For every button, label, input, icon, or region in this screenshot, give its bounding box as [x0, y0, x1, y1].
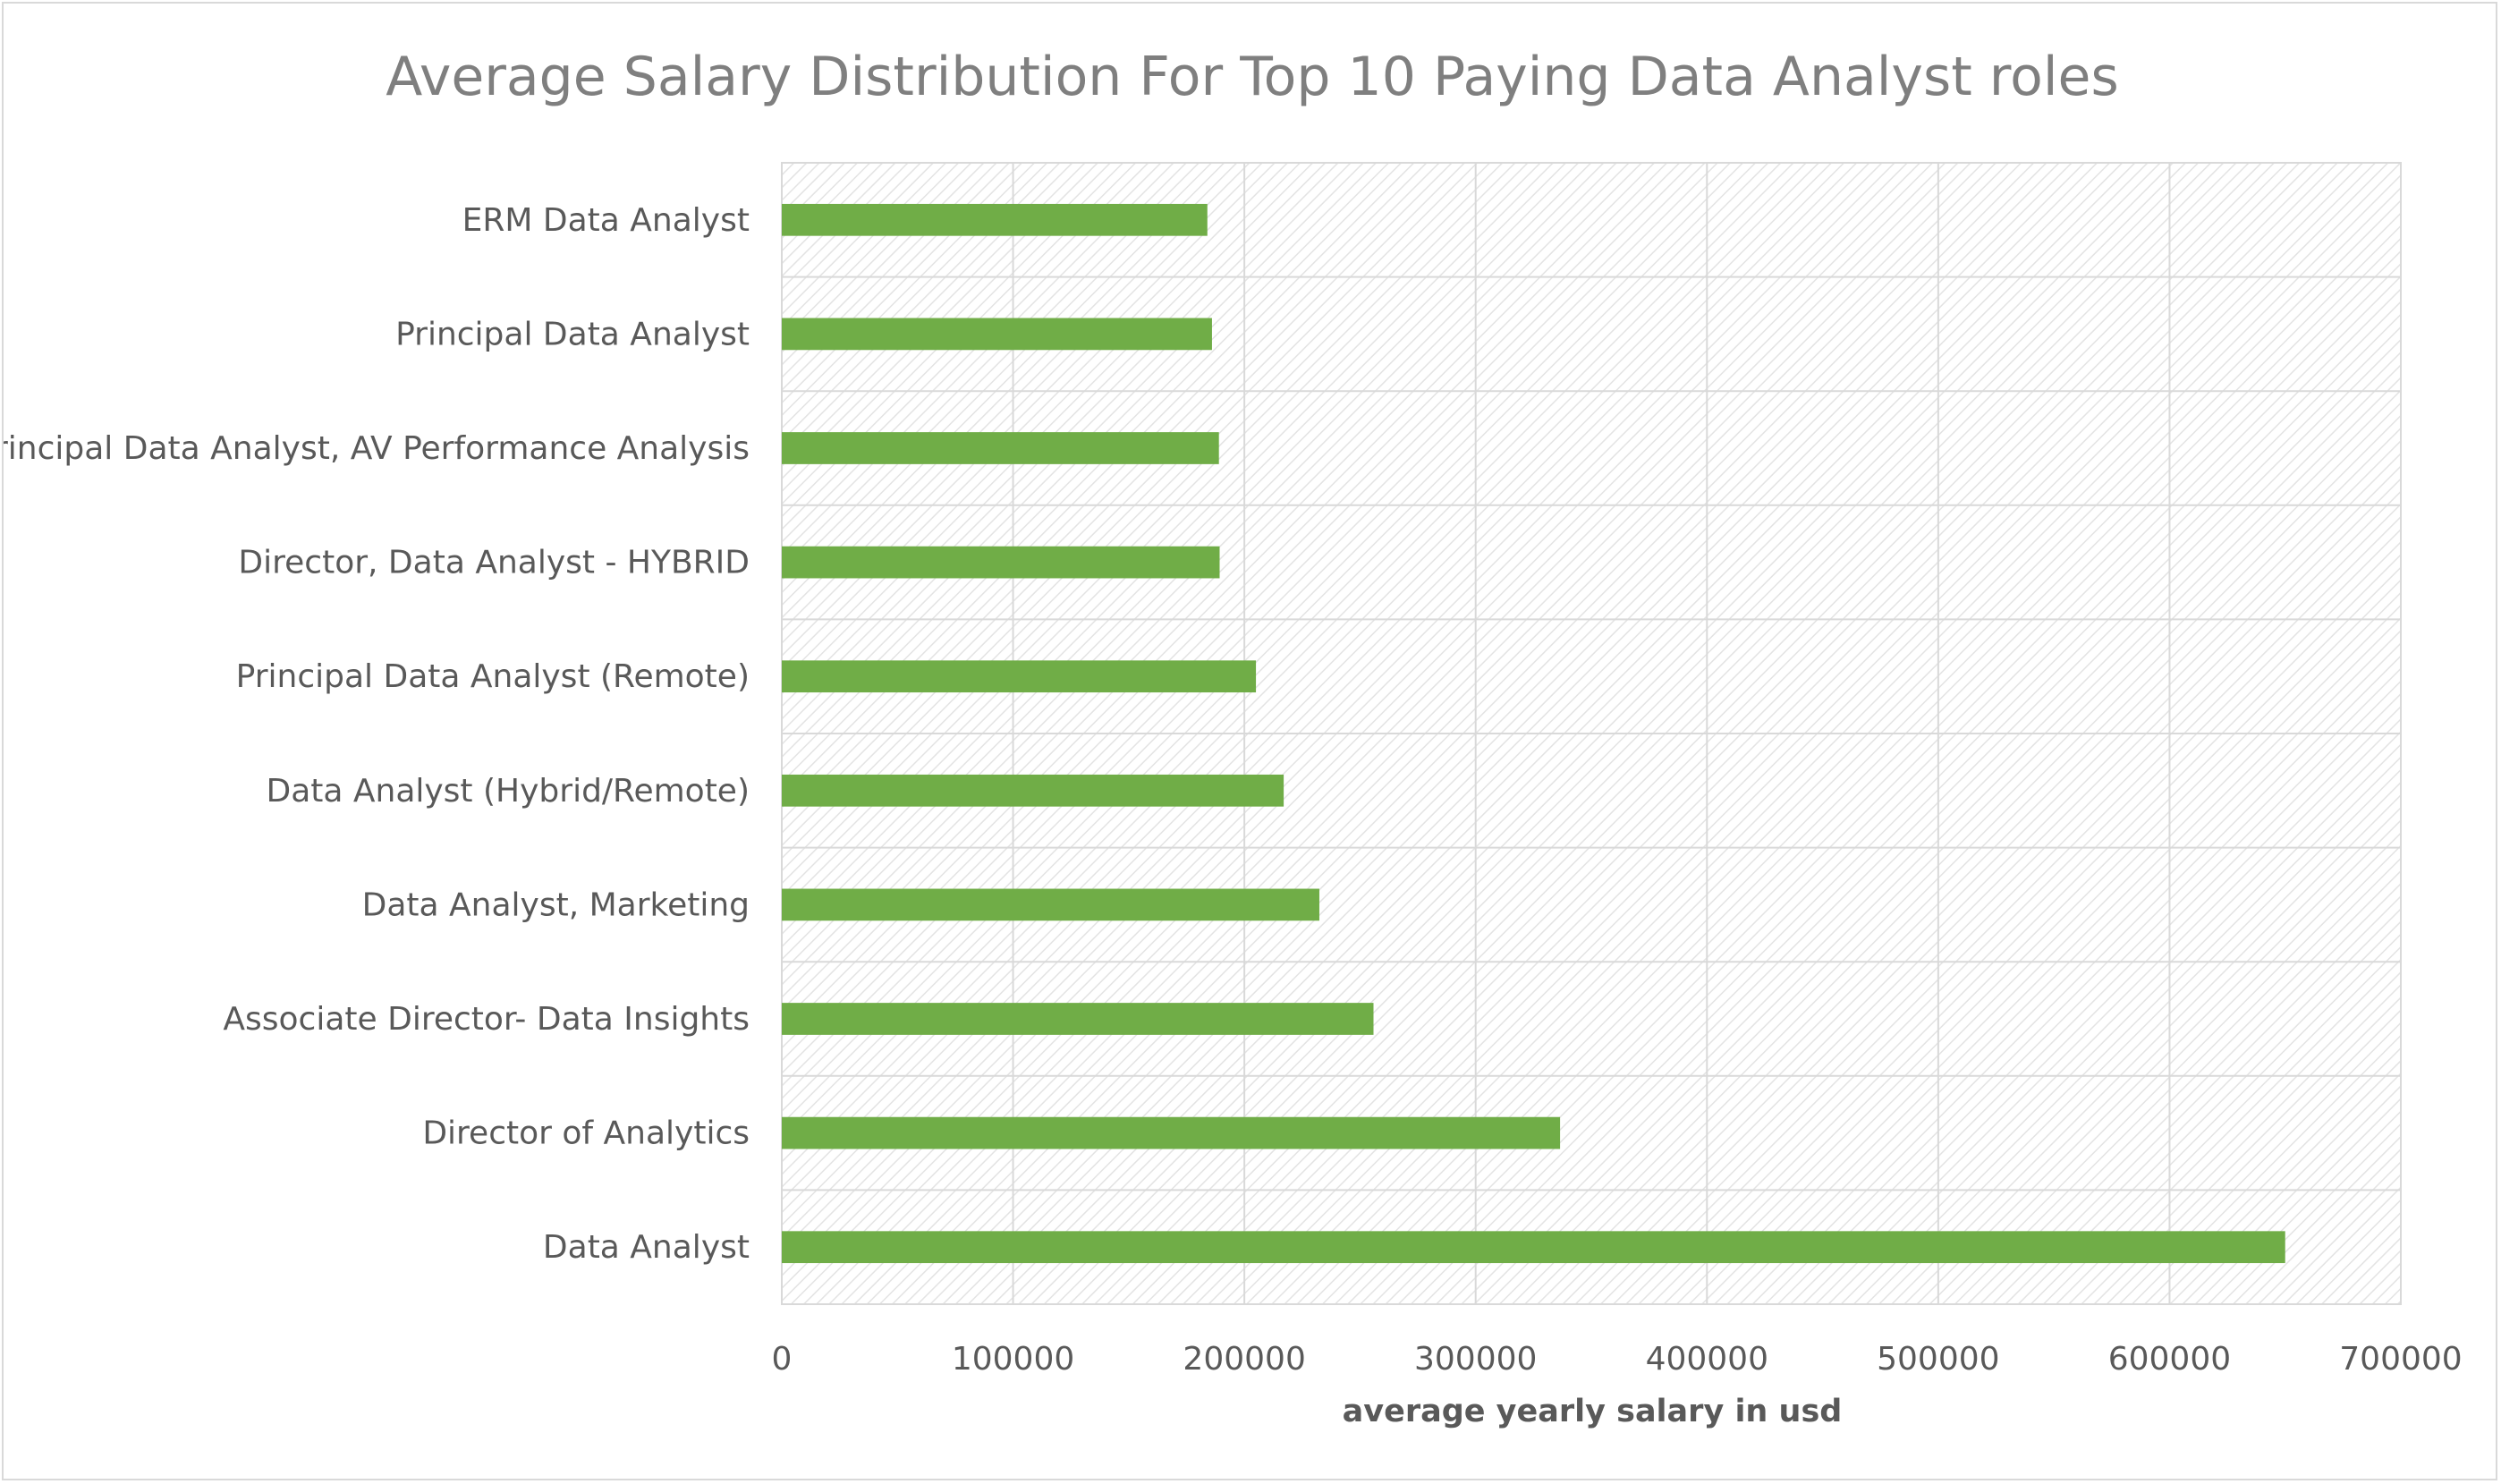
x-tick-label-4: 400000	[1646, 1341, 1768, 1378]
bar-7	[782, 888, 1319, 921]
category-label-4: Director, Data Analyst - HYBRID	[238, 545, 750, 581]
bar-chart: Average Salary Distribution For Top 10 P…	[4, 46, 2463, 1429]
x-axis-tick-labels: 0 100000 200000 300000 400000 500000 600000 700…	[772, 1341, 2463, 1378]
bar-2	[782, 318, 1212, 351]
x-tick-label-5: 500000	[1877, 1341, 1999, 1378]
bar-6	[782, 774, 1284, 807]
category-label-3: Principal Data Analyst, AV Performance A…	[4, 430, 750, 467]
category-label-5: Principal Data Analyst (Remote)	[236, 658, 750, 695]
category-label-7: Data Analyst, Marketing	[362, 886, 750, 923]
bars	[782, 203, 2285, 1264]
bar-10	[782, 1231, 2285, 1264]
category-label-2: Principal Data Analyst	[395, 316, 750, 352]
x-tick-label-6: 600000	[2108, 1341, 2231, 1378]
category-label-9: Director of Analytics	[422, 1115, 750, 1152]
category-label-8: Associate Director- Data Insights	[223, 1001, 750, 1038]
x-axis-title: average yearly salary in usd	[1343, 1394, 1843, 1429]
x-tick-label-7: 700000	[2339, 1341, 2462, 1378]
category-label-6: Data Analyst (Hybrid/Remote)	[266, 773, 750, 810]
category-labels: ERM Data Analyst Principal Data Analyst Pr…	[4, 202, 750, 1266]
x-tick-label-3: 300000	[1414, 1341, 1537, 1378]
bar-4	[782, 546, 1220, 579]
bar-9	[782, 1116, 1561, 1149]
category-label-1: ERM Data Analyst	[462, 202, 750, 239]
bar-8	[782, 1003, 1374, 1035]
category-label-10: Data Analyst	[543, 1229, 750, 1266]
gridlines	[781, 162, 2402, 1305]
x-tick-label-2: 200000	[1183, 1341, 1305, 1378]
bar-5	[782, 660, 1257, 693]
chart-title: Average Salary Distribution For Top 10 P…	[386, 46, 2118, 108]
x-tick-label-1: 100000	[952, 1341, 1074, 1378]
x-tick-label-0: 0	[772, 1341, 793, 1378]
bar-1	[782, 203, 1208, 236]
bar-3	[782, 432, 1219, 464]
